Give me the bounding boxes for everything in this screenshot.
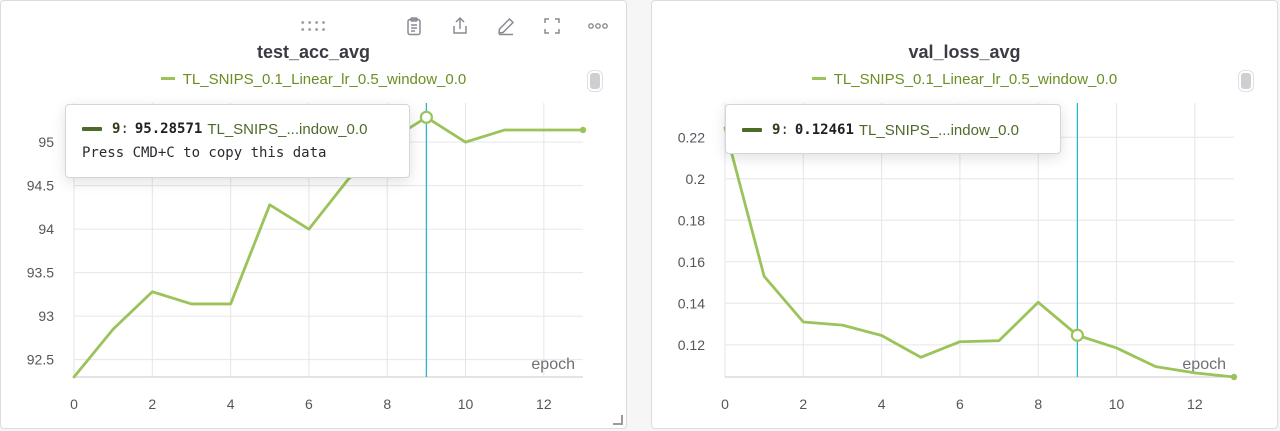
y-tick-label: 0.22: [678, 129, 705, 145]
tooltip-epoch: 9: [772, 122, 781, 138]
tooltip-epoch: 9: [112, 121, 121, 137]
tooltip-row: 9 : 0.12461 TL_SNIPS_...indow_0.0: [742, 118, 1044, 142]
hover-point-marker: [419, 110, 433, 124]
y-tick-label: 92.5: [27, 352, 54, 368]
legend-entry[interactable]: TL_SNIPS_0.1_Linear_lr_0.5_window_0.0: [1, 71, 626, 88]
x-tick-label: 4: [878, 396, 886, 412]
legend-swatch: [160, 76, 175, 80]
y-tick-label: 0.12: [678, 337, 705, 353]
y-tick-label: 93: [38, 308, 54, 324]
series-line: [72, 115, 585, 379]
more-icon[interactable]: [585, 13, 611, 39]
x-tick-label: 2: [799, 396, 807, 412]
hover-point-marker: [1070, 328, 1084, 342]
series-line: [723, 126, 1236, 379]
hover-tooltip: 9 : 0.12461 TL_SNIPS_...indow_0.0: [725, 104, 1061, 154]
x-tick-label: 10: [458, 396, 474, 412]
tooltip-series-name: TL_SNIPS_...indow_0.0: [858, 121, 1019, 139]
x-tick-label: 6: [956, 396, 964, 412]
x-tick-label: 8: [383, 396, 391, 412]
y-tick-label: 0.14: [678, 295, 705, 311]
resize-handle[interactable]: [613, 415, 623, 425]
tooltip-separator: :: [120, 121, 129, 137]
legend-label: TL_SNIPS_0.1_Linear_lr_0.5_window_0.0: [182, 71, 467, 88]
legend-label: TL_SNIPS_0.1_Linear_lr_0.5_window_0.0: [833, 71, 1118, 88]
panel-toolbar: [1, 13, 626, 39]
end-point-marker: [1230, 373, 1238, 381]
legend-swatch: [811, 76, 826, 80]
drag-handle-icon[interactable]: [301, 13, 327, 39]
legend-scrollbar[interactable]: [1239, 71, 1253, 91]
x-tick-label: 12: [536, 396, 552, 412]
tooltip-value: 95.28571: [134, 121, 203, 137]
tooltip-copy-hint: Press CMD+C to copy this data: [82, 145, 327, 161]
chart-panel-test-acc: test_acc_avg TL_SNIPS_0.1_Linear_lr_0.5_…: [0, 0, 627, 429]
chart-title: test_acc_avg: [256, 42, 371, 62]
tooltip-row: 9 : 95.28571 TL_SNIPS_...indow_0.0: [82, 117, 393, 141]
fullscreen-icon[interactable]: [539, 13, 565, 39]
y-tick-label: 0.2: [686, 171, 706, 187]
x-axis-label: epoch: [531, 356, 575, 373]
y-tick-label: 0.18: [678, 212, 705, 228]
x-tick-label: 8: [1034, 396, 1042, 412]
y-tick-label: 93.5: [27, 265, 54, 281]
end-point-marker: [579, 126, 587, 134]
x-axis-label: epoch: [1182, 356, 1226, 373]
share-icon[interactable]: [447, 13, 473, 39]
tooltip-swatch: [82, 127, 102, 131]
x-tick-label: 10: [1109, 396, 1125, 412]
line-chart-test-acc[interactable]: 92.5 93 93.5 94 94.5 95 0 2 4 6 8 10 12 epoch: [1, 1, 627, 429]
x-tick-label: 0: [721, 396, 729, 412]
tooltip-separator: :: [780, 122, 789, 138]
tooltip-swatch: [742, 128, 762, 132]
legend-entry[interactable]: TL_SNIPS_0.1_Linear_lr_0.5_window_0.0: [652, 71, 1277, 88]
x-tick-label: 6: [305, 396, 313, 412]
tooltip-series-name: TL_SNIPS_...indow_0.0: [207, 120, 368, 138]
chart-panel-val-loss: val_loss_avg TL_SNIPS_0.1_Linear_lr_0.5_…: [651, 0, 1278, 429]
x-tick-label: 0: [70, 396, 78, 412]
edit-icon[interactable]: [493, 13, 519, 39]
chart-title: val_loss_avg: [908, 42, 1021, 62]
y-tick-label: 95: [38, 134, 54, 150]
tooltip-value: 0.12461: [794, 122, 854, 138]
y-tick-label: 94: [38, 221, 54, 237]
y-tick-label: 94.5: [27, 178, 54, 194]
x-tick-label: 4: [227, 396, 235, 412]
x-tick-label: 2: [148, 396, 156, 412]
y-tick-label: 0.16: [678, 254, 705, 270]
x-tick-label: 12: [1187, 396, 1203, 412]
clipboard-icon[interactable]: [401, 13, 427, 39]
line-chart-val-loss[interactable]: 0.12 0.14 0.16 0.18 0.2 0.22 0 2 4 6 8 10 12 epoch: [652, 1, 1278, 429]
legend-scrollbar[interactable]: [588, 71, 602, 91]
hover-tooltip: 9 : 95.28571 TL_SNIPS_...indow_0.0 Press…: [65, 104, 410, 178]
